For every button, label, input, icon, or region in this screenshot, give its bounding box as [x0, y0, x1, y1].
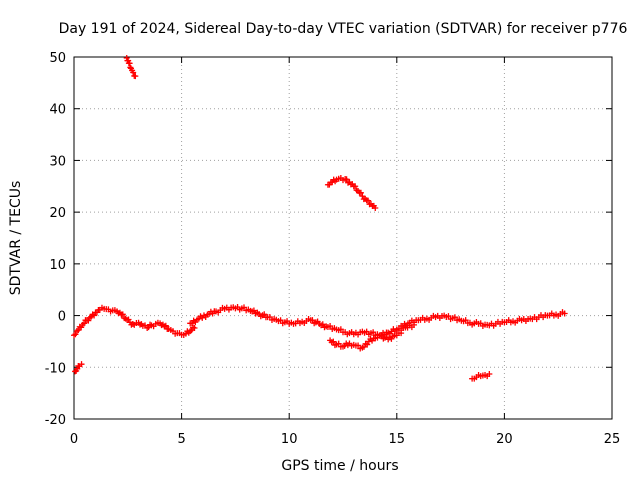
data-point	[119, 311, 126, 318]
data-marks	[71, 55, 568, 382]
data-point	[352, 183, 359, 190]
data-point	[360, 343, 367, 350]
x-tick-label: 20	[496, 432, 513, 447]
y-tick-label: 30	[49, 154, 66, 169]
data-point	[337, 326, 344, 333]
data-point	[355, 342, 362, 349]
y-tick-label: 0	[58, 310, 66, 325]
data-point	[343, 176, 350, 183]
y-tick-label: 10	[49, 258, 66, 273]
data-point	[132, 73, 139, 80]
data-point	[130, 69, 137, 76]
x-tick-label: 15	[389, 432, 406, 447]
series-arc-main-1	[71, 304, 198, 339]
data-point	[277, 317, 284, 324]
x-tick-label: 5	[177, 432, 185, 447]
y-tick-label: -10	[45, 361, 66, 376]
x-tick-label: 10	[281, 432, 298, 447]
data-point	[126, 60, 133, 67]
x-tick-label: 25	[604, 432, 621, 447]
data-point	[561, 310, 568, 317]
data-point	[71, 332, 77, 339]
data-point	[162, 322, 169, 329]
data-point	[364, 341, 371, 348]
series-arc-early-negative	[72, 361, 85, 375]
chart-title: Day 191 of 2024, Sidereal Day-to-day VTE…	[59, 21, 628, 37]
series-arc-main-3	[398, 309, 568, 330]
data-point	[266, 313, 273, 320]
data-point	[241, 304, 248, 311]
data-point	[261, 311, 268, 318]
data-point	[365, 197, 372, 204]
x-axis-label: GPS time / hours	[281, 458, 398, 474]
data-point	[370, 329, 377, 336]
series-arc-top-left	[123, 55, 139, 80]
series-arc-main-2	[187, 304, 418, 339]
data-point	[327, 322, 334, 329]
data-point	[319, 321, 326, 328]
data-point	[398, 330, 405, 337]
y-tick-label: 50	[49, 51, 66, 66]
data-point	[72, 331, 79, 338]
y-tick-label: 40	[49, 103, 66, 118]
y-tick-label: 20	[49, 206, 66, 221]
data-point	[73, 327, 80, 334]
y-tick-label: -20	[45, 413, 66, 428]
grid	[74, 57, 612, 419]
data-point	[330, 338, 337, 345]
x-axis: 0 5 10 15 20 25	[70, 57, 620, 447]
data-point	[309, 317, 316, 324]
data-point	[357, 189, 364, 196]
data-point	[372, 205, 379, 212]
y-axis-label: SDTVAR / TECUs	[8, 181, 24, 296]
y-axis: -20 -10 0 10 20 30 40 50	[45, 51, 612, 428]
data-point	[335, 340, 342, 347]
data-point	[359, 193, 366, 200]
data-point	[122, 315, 129, 322]
data-point	[78, 361, 85, 368]
data-point	[81, 320, 88, 327]
data-point	[125, 316, 132, 323]
series-arc-main-2-lower	[327, 330, 405, 352]
series-arc-mid-upper	[324, 175, 379, 212]
data-point	[486, 371, 493, 378]
series-arc-late-negative	[469, 371, 493, 382]
data-point	[445, 313, 452, 320]
data-point	[451, 314, 458, 321]
data-point	[191, 324, 198, 331]
plot-frame	[73, 56, 613, 420]
data-point	[250, 307, 257, 314]
x-tick-label: 0	[70, 432, 78, 447]
